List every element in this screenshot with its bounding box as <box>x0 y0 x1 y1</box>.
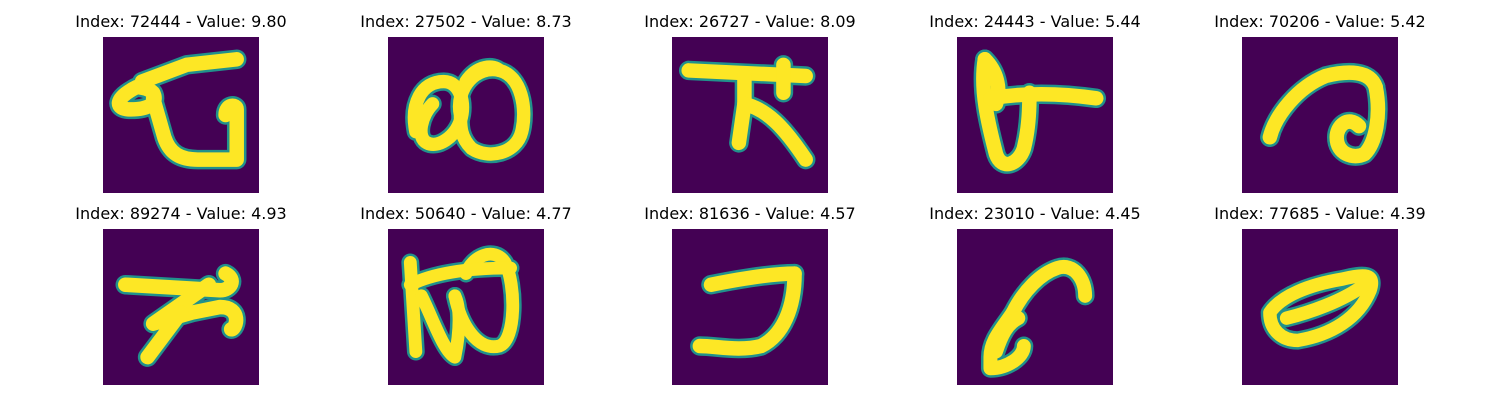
glyph-image <box>388 229 544 385</box>
glyph-stroke <box>118 266 239 298</box>
glyph-stroke <box>692 266 802 356</box>
glyph-stroke <box>1279 278 1372 325</box>
glyph-stroke <box>448 247 520 354</box>
panel-title: Index: 27502 - Value: 8.73 <box>360 12 572 31</box>
glyph-image <box>672 229 828 385</box>
glyph-stroke <box>140 305 189 365</box>
panel-title: Index: 81636 - Value: 4.57 <box>644 204 856 223</box>
glyph-stroke <box>1329 79 1386 164</box>
panel-title: Index: 23010 - Value: 4.45 <box>929 204 1141 223</box>
panel-title: Index: 26727 - Value: 8.09 <box>644 12 856 31</box>
glyph-image <box>672 37 828 193</box>
glyph-image <box>103 229 259 385</box>
glyph-stroke <box>1263 269 1379 348</box>
glyph-stroke <box>1005 260 1093 320</box>
panel-title: Index: 24443 - Value: 5.44 <box>929 12 1141 31</box>
glyph-stroke <box>403 261 517 292</box>
panel-title: Index: 50640 - Value: 4.77 <box>360 204 572 223</box>
panel-title: Index: 89274 - Value: 4.93 <box>75 204 287 223</box>
glyph-stroke <box>737 96 813 167</box>
glyph-stroke <box>1262 65 1383 145</box>
glyph-image <box>388 37 544 193</box>
glyph-stroke <box>145 277 244 337</box>
panel-title: Index: 70206 - Value: 5.42 <box>1214 12 1426 31</box>
panel-title: Index: 72444 - Value: 9.80 <box>75 12 287 31</box>
glyph-stroke <box>459 60 507 89</box>
glyph-stroke <box>983 86 1104 106</box>
glyph-stroke <box>989 311 1026 359</box>
glyph-image <box>1242 229 1398 385</box>
image-background <box>957 229 1113 385</box>
glyph-stroke <box>145 91 244 167</box>
image-background <box>672 229 828 385</box>
glyph-stroke <box>976 52 1037 172</box>
glyph-image <box>103 37 259 193</box>
glyph-image <box>957 37 1113 193</box>
glyph-image <box>1242 37 1398 193</box>
panel-title: Index: 77685 - Value: 4.39 <box>1214 204 1426 223</box>
glyph-stroke <box>134 52 244 89</box>
glyph-image <box>957 229 1113 385</box>
